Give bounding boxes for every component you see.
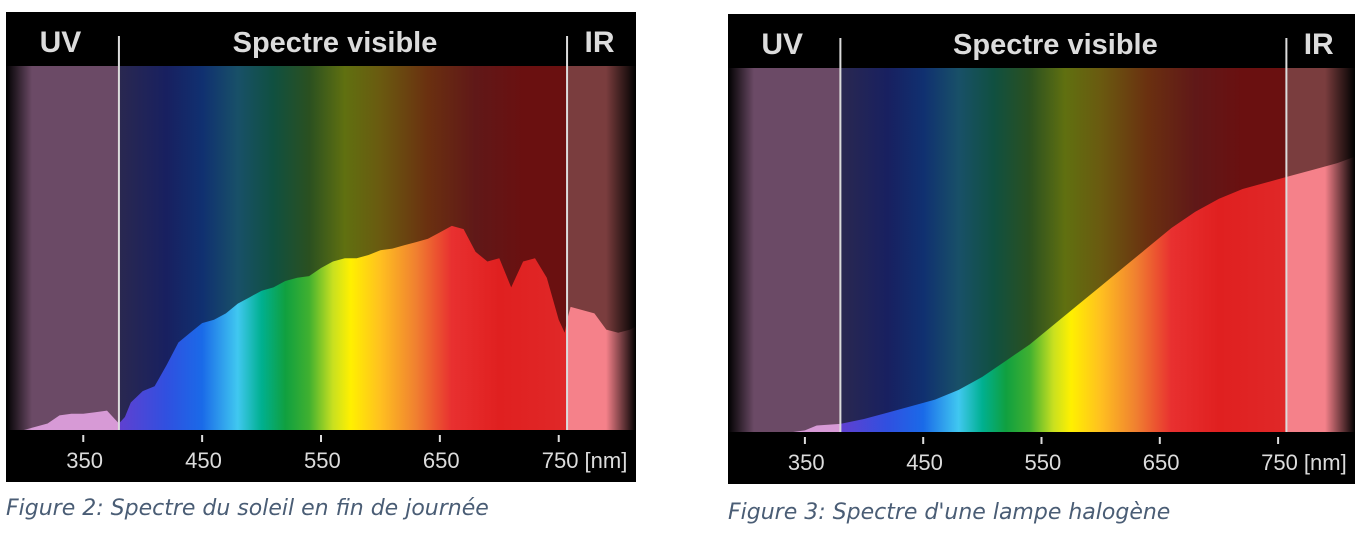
left-fade bbox=[728, 68, 754, 432]
chart-figure-2: UV Spectre visible IR 350 450 550 650 750 [nm] bbox=[6, 12, 636, 482]
right-fade bbox=[1325, 68, 1355, 432]
chart-figure-3: UV Spectre visible IR 350 450 550 650 750 [nm] bbox=[728, 14, 1355, 484]
uv-label: UV bbox=[761, 28, 803, 61]
x-tick-label: 750 [nm] bbox=[542, 448, 628, 473]
left-fade bbox=[6, 66, 32, 430]
x-tick-label: 550 bbox=[1025, 450, 1062, 475]
chart-svg-figure-3: UV Spectre visible IR 350 450 550 650 750 [nm] bbox=[728, 14, 1355, 484]
x-tick-label: 350 bbox=[66, 448, 103, 473]
x-tick-label: 650 bbox=[423, 448, 460, 473]
chart-svg-figure-2: UV Spectre visible IR 350 450 550 650 750 [nm] bbox=[6, 12, 636, 482]
x-tick-label: 550 bbox=[304, 448, 341, 473]
x-tick-label: 450 bbox=[906, 450, 943, 475]
right-fade bbox=[606, 66, 636, 430]
ir-label: IR bbox=[585, 26, 615, 59]
ir-label: IR bbox=[1304, 28, 1334, 61]
uv-label: UV bbox=[40, 26, 82, 59]
x-tick-label: 750 [nm] bbox=[1261, 450, 1347, 475]
caption-figure-3: Figure 3: Spectre d'une lampe halogène bbox=[728, 500, 1171, 525]
visible-spectrum-label: Spectre visible bbox=[953, 29, 1158, 61]
visible-spectrum-label: Spectre visible bbox=[233, 27, 438, 59]
x-tick-label: 350 bbox=[788, 450, 825, 475]
caption-figure-2: Figure 2: Spectre du soleil en fin de jo… bbox=[6, 496, 489, 521]
x-tick-label: 450 bbox=[185, 448, 222, 473]
x-tick-label: 650 bbox=[1143, 450, 1180, 475]
